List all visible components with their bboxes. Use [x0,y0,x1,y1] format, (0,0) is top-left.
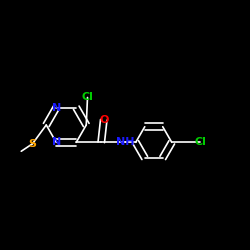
Text: Cl: Cl [82,92,94,102]
Text: N: N [52,103,61,113]
Text: Cl: Cl [194,137,206,147]
Text: S: S [28,139,36,149]
Text: O: O [99,115,108,125]
Text: NH: NH [116,137,134,147]
Text: N: N [52,137,61,147]
